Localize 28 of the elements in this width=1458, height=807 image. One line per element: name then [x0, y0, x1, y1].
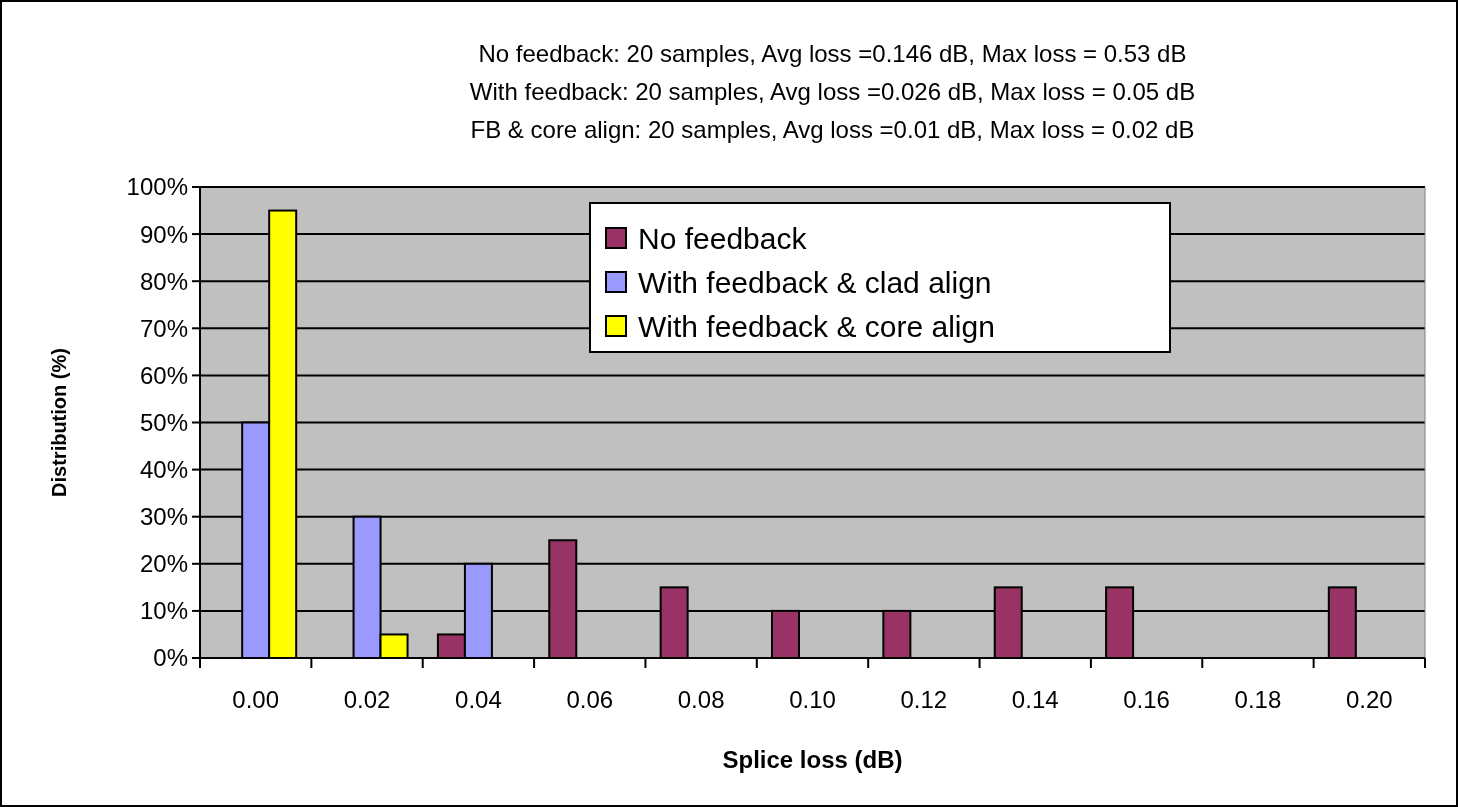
y-tick-label: 70% [139, 314, 188, 342]
x-tick-label: 0.10 [789, 686, 836, 713]
legend-label: With feedback & clad align [638, 265, 992, 299]
y-tick-label: 0% [153, 644, 188, 672]
y-tick-label: 50% [139, 408, 188, 436]
x-tick-label: 0.18 [1234, 686, 1282, 713]
x-tick-label: 0.06 [566, 686, 614, 713]
x-tick-label: 0.04 [455, 686, 502, 713]
y-tick-label: 10% [139, 597, 188, 625]
x-tick-label: 0.14 [1011, 686, 1059, 713]
x-tick-label: 0.08 [677, 686, 725, 713]
x-tick-label: 0.12 [900, 686, 948, 713]
y-tick-label: 30% [139, 503, 188, 531]
chart-title: No feedback: 20 samples, Avg loss =0.146 dB, Max loss = 0.53 dB With feedback: 20 samples, Avg loss =0.026 dB, Max loss = 0.05 dB FB & core align: 20 samples, Avg loss =0.01 dB, Max loss = 0.02 dB [469, 40, 1196, 143]
x-tick-label: 0.00 [232, 686, 280, 713]
x-tick-label: 0.16 [1123, 686, 1170, 713]
y-tick-label: 90% [139, 220, 188, 248]
x-axis-title: Splice loss (dB) [722, 746, 903, 773]
x-tick-label: 0.20 [1345, 686, 1393, 713]
legend-label: With feedback & core align [638, 309, 995, 343]
y-tick-label: 60% [139, 361, 188, 389]
legend-label: No feedback [638, 221, 808, 255]
y-tick-label: 20% [139, 550, 188, 578]
x-tick-label: 0.02 [343, 686, 391, 713]
y-tick-label: 100% [126, 173, 188, 201]
y-axis-title: Distribution (%) [48, 348, 70, 497]
y-tick-label: 80% [139, 267, 188, 295]
y-tick-label: 40% [139, 456, 188, 483]
